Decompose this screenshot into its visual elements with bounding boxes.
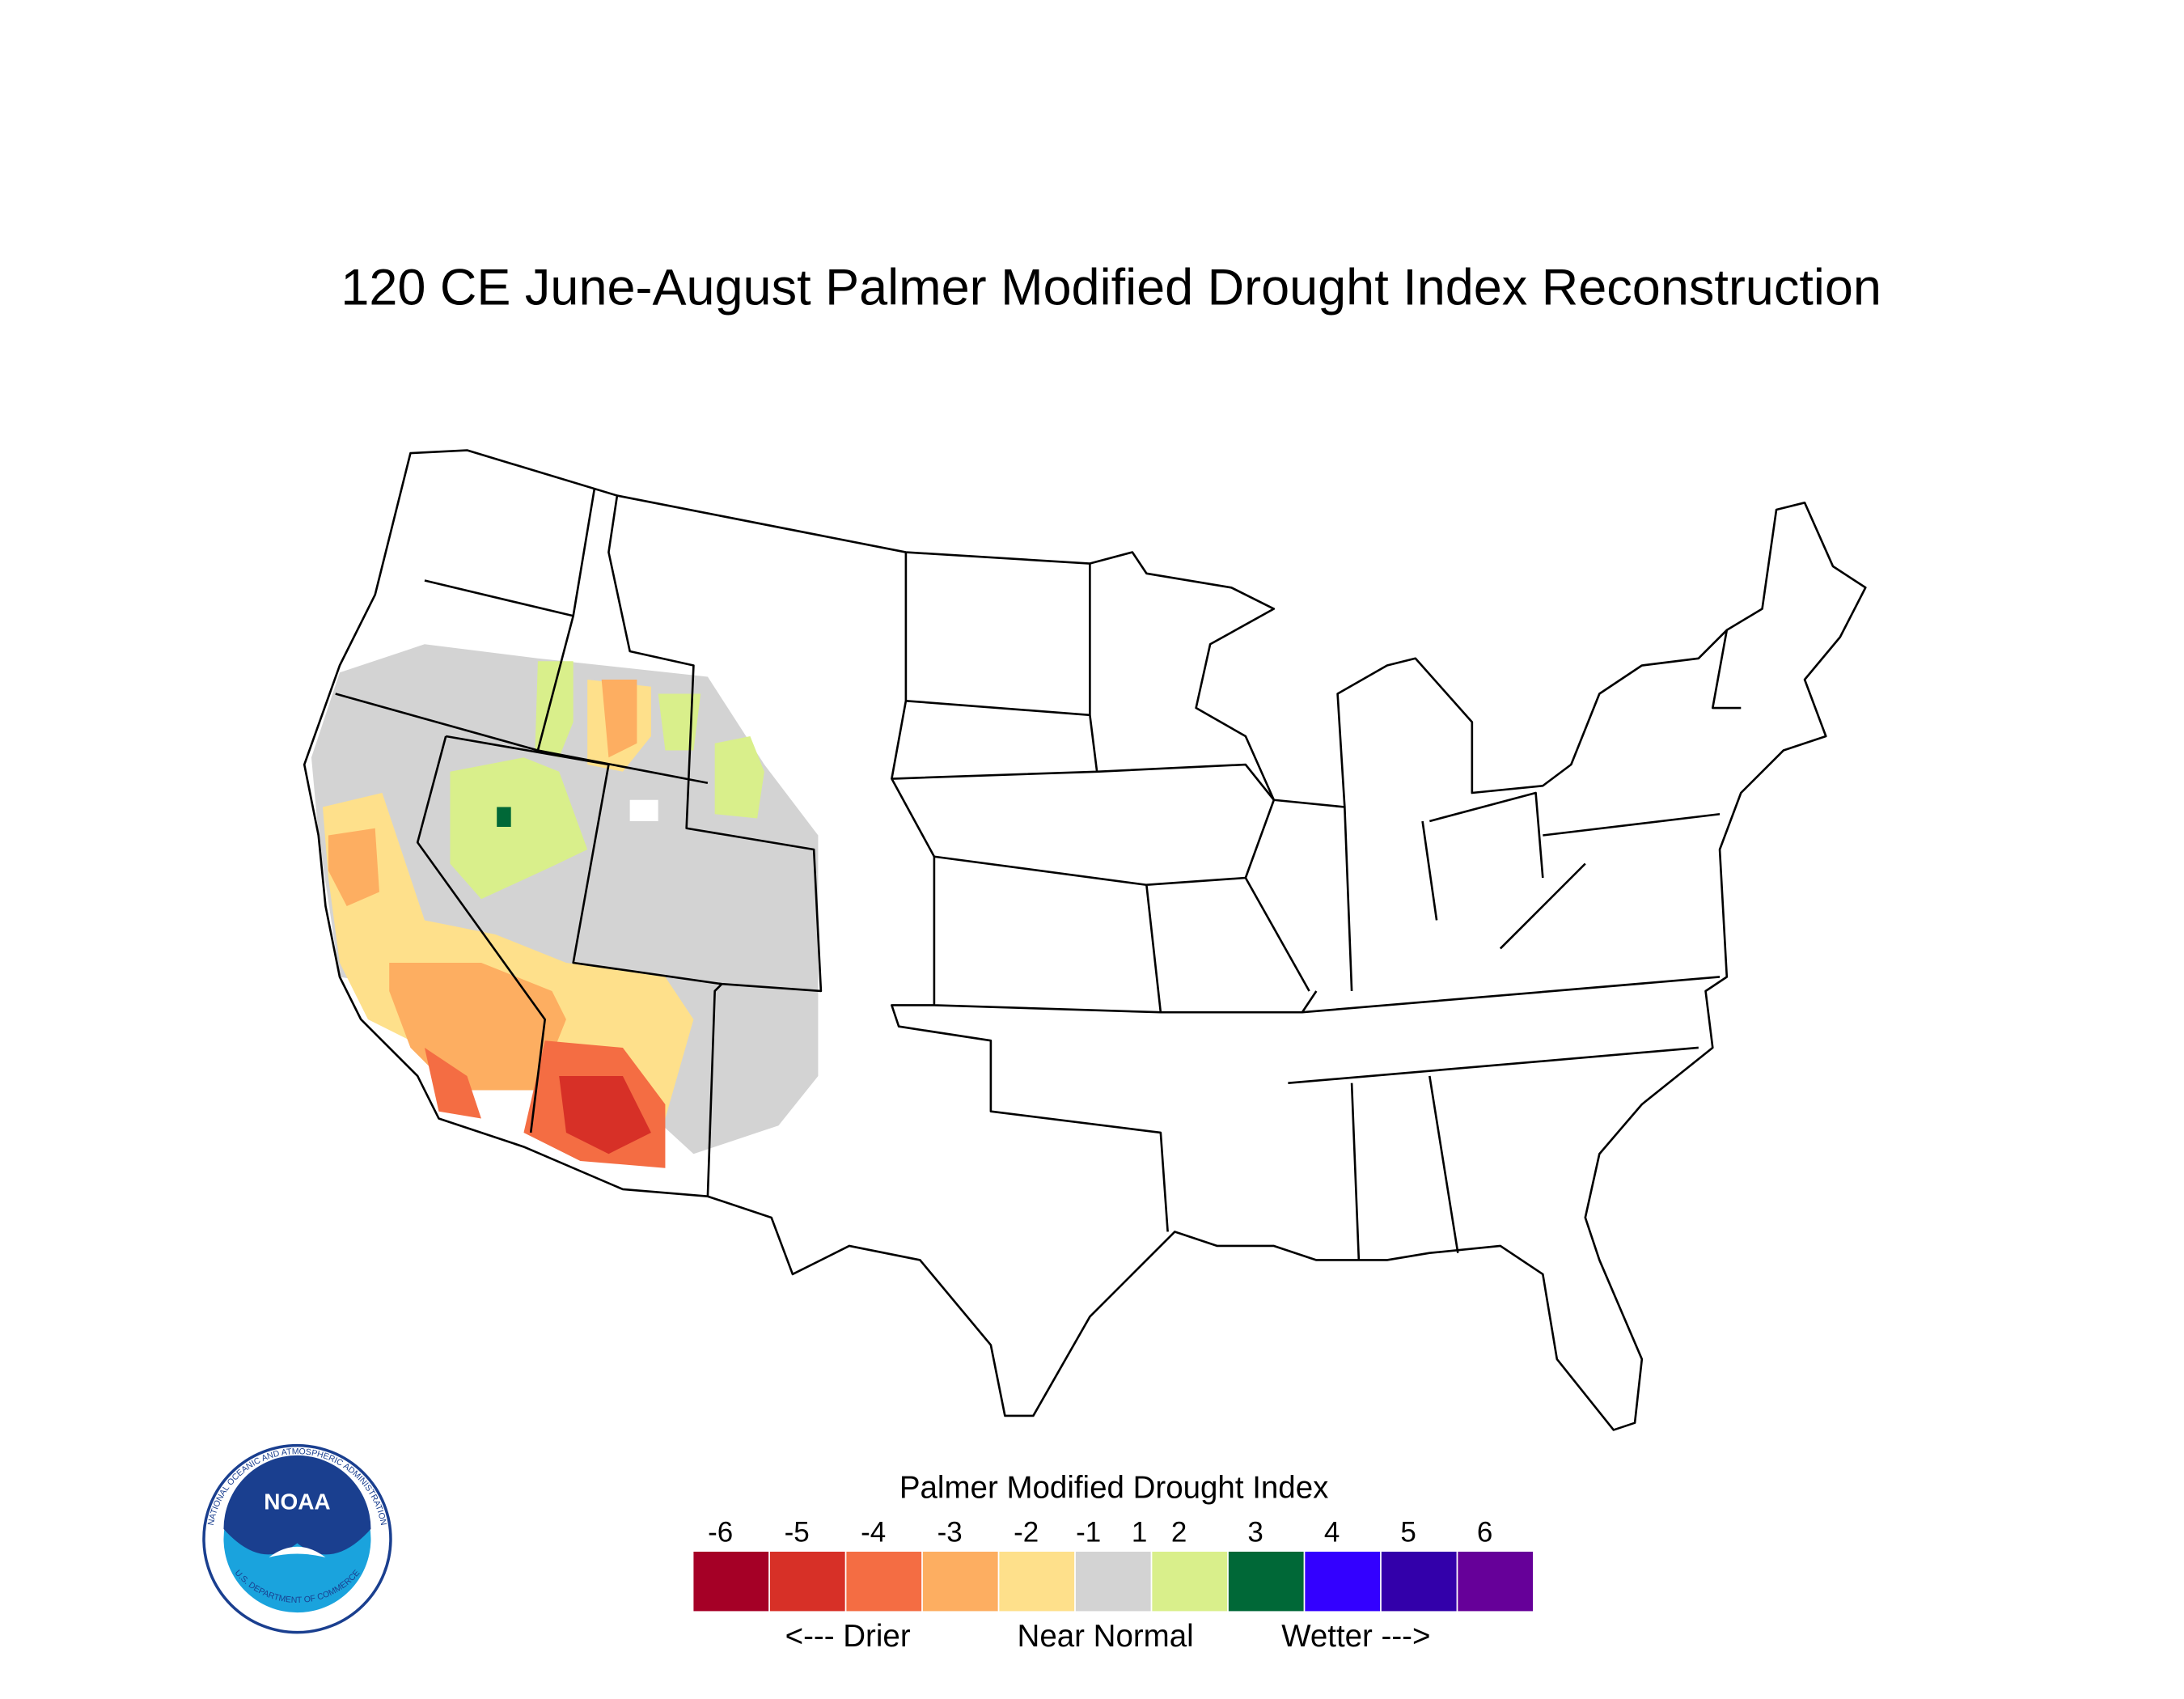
- legend-tick-label: -1: [1076, 1517, 1101, 1549]
- legend-swatch: [1228, 1551, 1304, 1612]
- legend-swatch: [999, 1551, 1075, 1612]
- legend-swatch: [693, 1551, 769, 1612]
- legend-tick-label: -4: [861, 1517, 886, 1549]
- legend-annotation: <--- Drier: [785, 1619, 911, 1654]
- legend-tick-label: -6: [708, 1517, 733, 1549]
- legend-tick-label: 1: [1132, 1517, 1147, 1549]
- title: 120 CE June-August Palmer Modified Droug…: [341, 259, 1881, 316]
- legend-tick-label: 3: [1247, 1517, 1263, 1549]
- legend-tick-label: 5: [1400, 1517, 1416, 1549]
- legend-tick-label: -2: [1014, 1517, 1039, 1549]
- legend-annotation: Wetter --->: [1281, 1619, 1430, 1654]
- state-outlines: [303, 449, 1867, 1431]
- legend-swatch: [1458, 1551, 1534, 1612]
- legend-tick-label: 4: [1324, 1517, 1340, 1549]
- legend-tick-label: -3: [938, 1517, 963, 1549]
- legend-swatch: [922, 1551, 998, 1612]
- legend-swatch: [1075, 1551, 1151, 1612]
- noaa-logo: NOAA NATIONAL OCEANIC AND ATMOSPHERIC AD…: [202, 1443, 392, 1634]
- legend-swatch: [846, 1551, 922, 1612]
- drought-cells: [311, 644, 819, 1168]
- legend: -6 -5 -4 -3 -2 -1 1 2 3 4 5 6 <--- Drier Near Normal W…: [693, 1517, 1534, 1654]
- legend-tick-label: -5: [785, 1517, 810, 1549]
- legend-annotation: Near Normal: [1018, 1619, 1194, 1654]
- legend-swatch: [769, 1551, 845, 1612]
- logo-text: NOAA: [264, 1489, 330, 1514]
- legend-title: Palmer Modified Drought Index: [899, 1470, 1328, 1505]
- legend-swatch: [1152, 1551, 1228, 1612]
- legend-tick-label: 2: [1171, 1517, 1187, 1549]
- legend-tick-label: 6: [1477, 1517, 1492, 1549]
- legend-swatch: [1381, 1551, 1457, 1612]
- legend-swatch: [1305, 1551, 1381, 1612]
